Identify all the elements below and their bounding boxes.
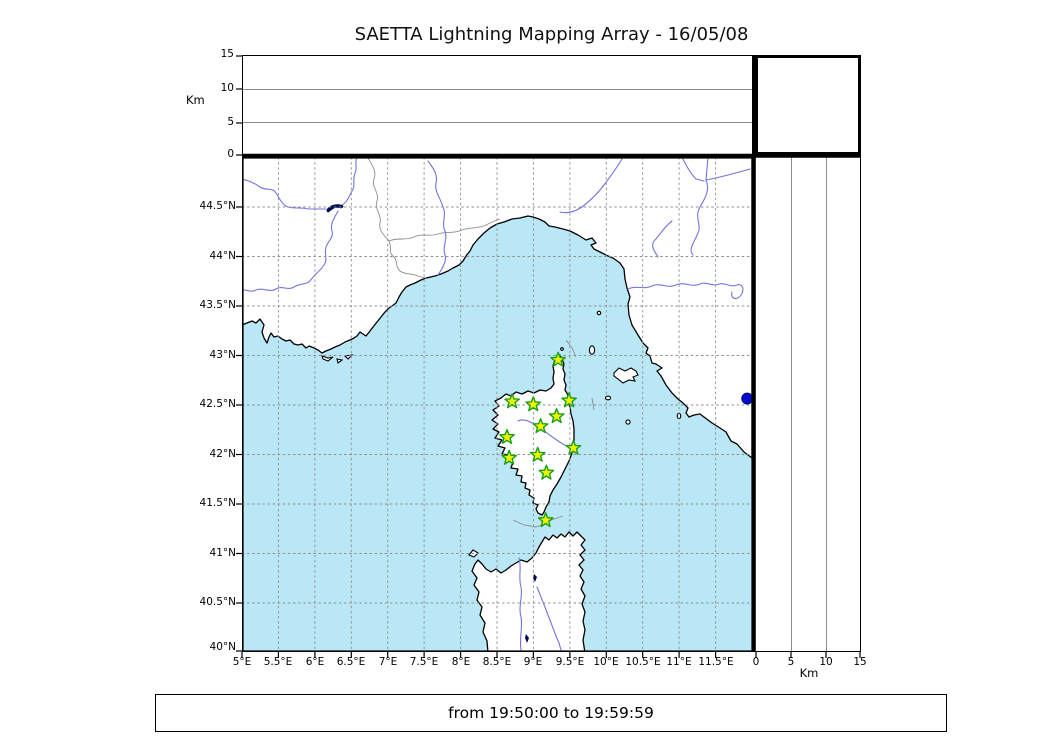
lat-tick: 41.5°N [199,497,236,509]
lon-tick: 6.5°E [336,656,366,668]
lat-tick: 40.5°N [199,596,236,608]
map-border [242,157,753,652]
map-gridlines [242,157,753,652]
lat-tick: 44.5°N [199,200,236,212]
lat-tick: 40°N [209,641,236,653]
giraglia-islet [560,347,564,351]
figure-title: SAETTA Lightning Mapping Array - 16/05/0… [354,24,749,45]
right-xtick: 10 [819,656,833,668]
plan-view-map [242,157,753,652]
right-xtick: 15 [853,656,867,668]
altitude-histogram-box [755,55,861,155]
top-ytick: 0 [227,148,234,160]
lma-station-marker [548,408,565,424]
lma-station-marker [532,418,549,434]
elba-island [613,367,639,384]
lon-tick: 8.5°E [482,656,512,668]
hyeres-islands [336,358,344,364]
lat-tick: 43.5°N [199,299,236,311]
altitude-longitude-panel [242,55,753,155]
lon-tick: 6°E [305,656,325,668]
lake-bolsena-layer [741,392,753,405]
gridline-5km [243,121,752,123]
capraia-island [588,345,596,355]
time-range-label: from 19:50:00 to 19:59:59 [448,704,654,722]
time-range-box: from 19:50:00 to 19:59:59 [155,694,947,732]
right-panel-xlabel: Km [799,666,819,680]
lma-station-marker [501,449,518,465]
gridline-5km [791,157,792,651]
hyeres-islands [321,355,334,362]
lake-coghinas [533,574,537,582]
gorgona-island [596,310,602,316]
lon-tick: 10.5°E [625,656,661,668]
montecristo-island [625,419,631,425]
altitude-latitude-panel [756,157,861,652]
top-ytick: 15 [220,48,234,60]
lma-station-marker [537,512,554,528]
lat-tick: 44°N [209,250,236,262]
lma-station-marker [565,439,582,455]
lakes [326,204,537,643]
right-xtick: 0 [752,656,760,668]
lon-tick: 9°E [523,656,543,668]
lon-tick: 7°E [378,656,398,668]
lma-stations-layer [499,351,582,528]
lon-tick: 5.5°E [263,656,293,668]
lake-serre-poncon [326,204,344,213]
lma-station-marker [525,396,542,412]
lon-tick: 11.5°E [698,656,734,668]
lon-tick: 9.5°E [555,656,585,668]
lat-tick: 41°N [209,547,236,559]
admin-borders [367,157,595,528]
lat-tick: 42°N [209,448,236,460]
lon-tick: 7.5°E [409,656,439,668]
lma-station-marker [504,393,520,409]
top-panel-ylabel: Km [186,93,205,107]
lma-station-marker [499,428,515,444]
lon-tick: 10°E [593,656,619,668]
lon-tick: 5°E [232,656,252,668]
lon-tick: 8°E [451,656,471,668]
lma-station-marker [561,392,577,408]
lat-tick: 43°N [209,349,236,361]
lma-station-marker [538,464,555,480]
sardinia-coast [471,531,586,652]
gridline-10km [826,157,827,651]
top-ytick: 10 [220,82,234,94]
right-xtick: 5 [787,656,795,668]
hyeres-islands [343,354,354,360]
mainland-coast [242,157,753,459]
lon-tick: 11°E [666,656,692,668]
lma-station-marker [550,351,566,367]
top-ytick: 5 [227,116,234,128]
gridline-10km [243,88,752,90]
lat-tick: 42.5°N [199,398,236,410]
lma-station-marker [529,446,546,462]
sardinia-lake [525,634,529,643]
lake-bolsena-dot [741,392,753,405]
